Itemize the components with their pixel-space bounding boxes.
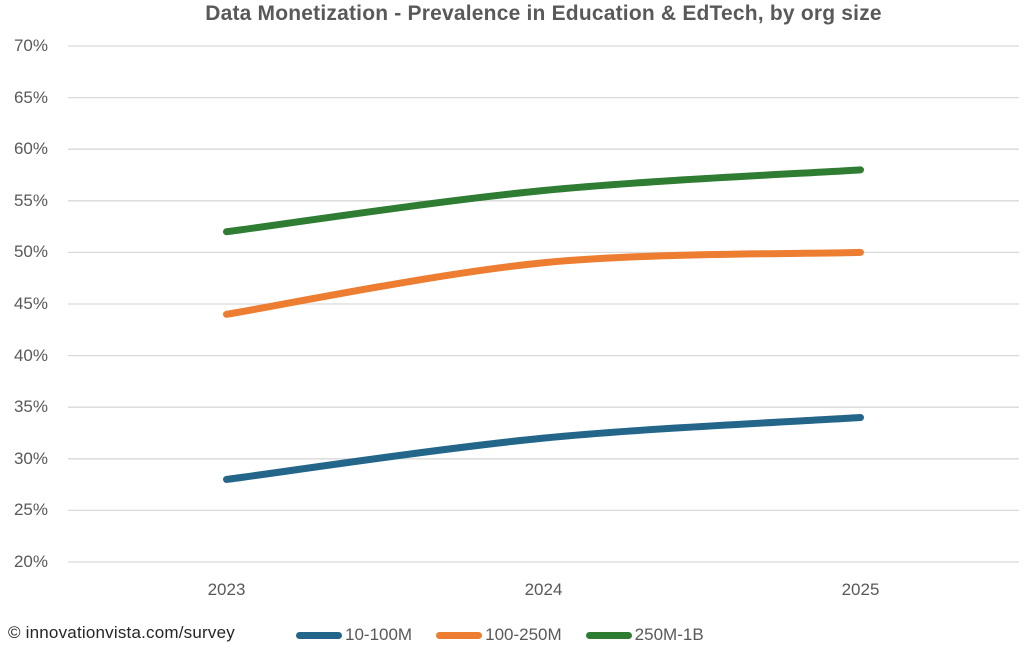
legend-label-250m-1b: 250M-1B bbox=[634, 625, 704, 644]
y-tick-label: 30% bbox=[13, 448, 48, 468]
chart-title: Data Monetization - Prevalence in Educat… bbox=[205, 2, 882, 25]
y-tick-label: 60% bbox=[13, 139, 48, 159]
y-tick-label: 50% bbox=[13, 242, 48, 262]
x-tick-label-2024: 2024 bbox=[524, 580, 563, 599]
y-tick-label: 45% bbox=[13, 294, 48, 313]
legend-item-250m-1b: 250M-1B bbox=[585, 625, 704, 645]
legend-label-100-250m: 100-250M bbox=[485, 625, 562, 644]
chart-legend: 10-100M 100-250M 250M-1B bbox=[296, 625, 704, 645]
y-tick-label: 65% bbox=[13, 87, 48, 107]
legend-label-10-100m: 10-100M bbox=[345, 625, 413, 644]
legend-item-10-100m: 10-100M bbox=[296, 625, 412, 645]
series-line-10-100m bbox=[223, 414, 864, 483]
series-line-100-250m bbox=[223, 248, 864, 318]
y-tick-label: 55% bbox=[13, 190, 48, 210]
y-tick-label: 40% bbox=[13, 345, 48, 365]
y-tick-label: 35% bbox=[13, 397, 48, 417]
legend-line-swatch-blue bbox=[296, 631, 342, 639]
y-tick-label: 25% bbox=[13, 500, 48, 520]
legend-line-swatch-orange bbox=[436, 631, 483, 639]
series-line-250m-1b bbox=[223, 166, 864, 236]
legend-line-swatch-green bbox=[585, 631, 632, 639]
x-tick-label-2023: 2023 bbox=[207, 580, 246, 599]
source-attribution: © innovationvista.com/survey bbox=[8, 623, 235, 642]
x-tick-label-2025: 2025 bbox=[841, 580, 880, 599]
legend-item-100-250m: 100-250M bbox=[436, 625, 562, 645]
y-tick-label: 20% bbox=[13, 552, 48, 571]
y-tick-label: 70% bbox=[13, 36, 48, 55]
